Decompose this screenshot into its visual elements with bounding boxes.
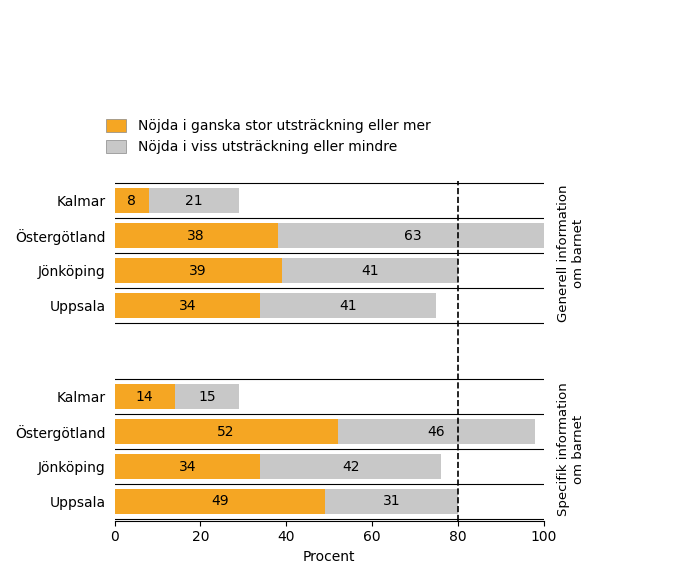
Bar — [114, 293, 261, 318]
Bar — [278, 223, 548, 248]
Text: 34: 34 — [179, 460, 196, 474]
Bar — [337, 419, 535, 444]
Text: 42: 42 — [342, 460, 360, 474]
Bar — [261, 293, 437, 318]
Bar — [282, 258, 458, 283]
Text: 41: 41 — [361, 263, 379, 277]
Bar — [114, 188, 149, 213]
Bar — [149, 188, 239, 213]
Text: 38: 38 — [187, 229, 205, 243]
Text: 15: 15 — [198, 390, 216, 404]
Bar — [261, 454, 441, 479]
Text: 49: 49 — [211, 494, 229, 508]
Text: 8: 8 — [128, 193, 136, 208]
Bar — [114, 223, 278, 248]
Text: 34: 34 — [179, 299, 196, 313]
Text: 39: 39 — [189, 263, 207, 277]
Text: 21: 21 — [185, 193, 203, 208]
Text: Specifik information
om barnet: Specifik information om barnet — [556, 382, 585, 516]
X-axis label: Procent: Procent — [303, 550, 356, 564]
Bar — [114, 258, 282, 283]
Bar — [114, 454, 261, 479]
Legend: Nöjda i ganska stor utsträckning eller mer, Nöjda i viss utsträckning eller mind: Nöjda i ganska stor utsträckning eller m… — [100, 113, 436, 160]
Bar — [114, 384, 175, 409]
Text: 14: 14 — [136, 390, 153, 404]
Text: 63: 63 — [404, 229, 421, 243]
Bar — [325, 489, 458, 514]
Text: 31: 31 — [383, 494, 401, 508]
Text: 41: 41 — [340, 299, 358, 313]
Bar — [114, 489, 325, 514]
Bar — [175, 384, 239, 409]
Bar — [114, 419, 337, 444]
Text: 52: 52 — [218, 424, 235, 438]
Text: Generell information
om barnet: Generell information om barnet — [556, 184, 585, 322]
Text: 46: 46 — [428, 424, 446, 438]
